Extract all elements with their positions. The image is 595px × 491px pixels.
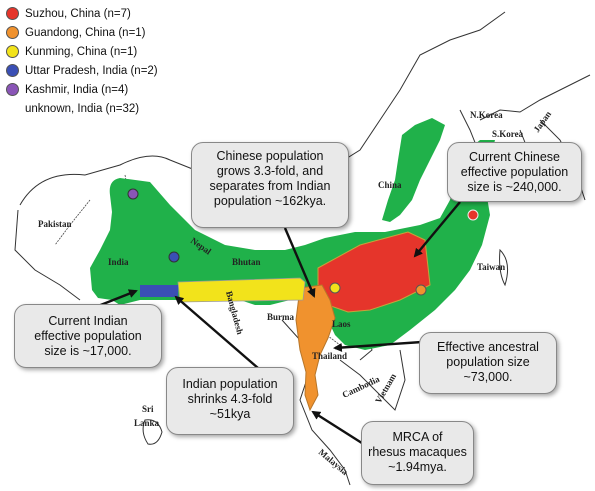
label-pakistan: Pakistan — [38, 219, 72, 229]
label-bhutan: Bhutan — [232, 257, 261, 267]
legend-label: Kunming, China (n=1) — [25, 45, 138, 58]
legend-swatch-kashmir — [6, 83, 19, 96]
legend-label: Guandong, China (n=1) — [25, 26, 146, 39]
legend-label: unknown, India (n=32) — [25, 102, 140, 115]
label-sri: Sri — [142, 404, 154, 414]
label-n-korea: N.Korea — [470, 110, 503, 120]
callout-indian-shrink: Indian population shrinks 4.3-fold ~51ky… — [166, 367, 294, 435]
legend-label: Uttar Pradesh, India (n=2) — [25, 64, 158, 77]
legend-label: Suzhou, China (n=7) — [25, 7, 131, 20]
legend-item-suzhou: Suzhou, China (n=7) — [6, 4, 158, 23]
callout-mrca: MRCA of rhesus macaques ~1.94mya. — [361, 421, 474, 485]
uttar-pradesh-sample-point — [168, 251, 180, 263]
kunming-corridor — [177, 277, 306, 303]
label-taiwan: Taiwan — [477, 262, 505, 272]
macaque-range-north-lobe — [382, 118, 445, 222]
label-thailand: Thailand — [312, 351, 347, 361]
legend-item-kashmir: Kashmir, India (n=4) — [6, 80, 158, 99]
callout-current-indian: Current Indian effective population size… — [14, 304, 162, 368]
legend-item-unknown-india: unknown, India (n=32) — [6, 99, 158, 118]
legend-label: Kashmir, India (n=4) — [25, 83, 129, 96]
legend-swatch-guandong — [6, 26, 19, 39]
label-china: China — [378, 180, 402, 190]
legend-item-guandong: Guandong, China (n=1) — [6, 23, 158, 42]
legend: Suzhou, China (n=7) Guandong, China (n=1… — [6, 4, 158, 118]
kunming-sample-point — [329, 282, 341, 294]
callout-ancestral: Effective ancestral population size ~73,… — [419, 332, 557, 394]
legend-item-kunming: Kunming, China (n=1) — [6, 42, 158, 61]
guandong-sample-point — [415, 284, 427, 296]
legend-swatch-suzhou — [6, 7, 19, 20]
label-sri-lanka: Sri Lanka — [134, 404, 160, 428]
yunnan-region — [295, 284, 336, 412]
label-lanka: Lanka — [134, 418, 160, 428]
kashmir-sample-point — [127, 188, 139, 200]
uttar-pradesh-region — [140, 285, 178, 297]
legend-item-uttar-pradesh: Uttar Pradesh, India (n=2) — [6, 61, 158, 80]
callout-current-chinese: Current Chinese effective population siz… — [447, 142, 582, 202]
label-s-korea: S.Korea — [492, 129, 524, 139]
suzhou-sample-point — [467, 209, 479, 221]
legend-swatch-uttar-pradesh — [6, 64, 19, 77]
label-malaysia: Malaysia — [317, 447, 351, 477]
label-burma: Burma — [267, 312, 295, 322]
callout-chinese-split: Chinese population grows 3.3-fold, and s… — [191, 142, 349, 228]
label-india: India — [108, 257, 129, 267]
legend-swatch-kunming — [6, 45, 19, 58]
label-laos: Laos — [332, 319, 351, 329]
